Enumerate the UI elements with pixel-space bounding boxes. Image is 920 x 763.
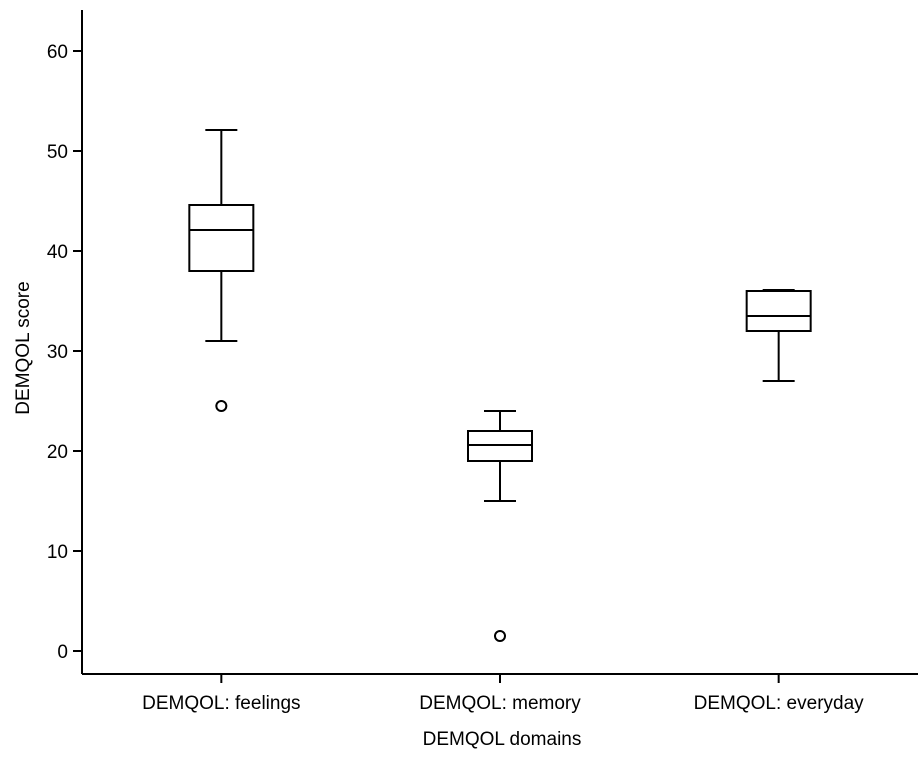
outlier-point xyxy=(494,630,506,642)
box-group xyxy=(188,129,255,412)
box-group xyxy=(467,410,533,642)
x-tick-label: DEMQOL: everyday xyxy=(694,693,864,714)
y-tick-label: 60 xyxy=(47,42,68,63)
iqr-box xyxy=(745,290,812,332)
boxes xyxy=(188,129,812,642)
y-axis-title: DEMQOL score xyxy=(13,281,34,414)
y-tick-label: 0 xyxy=(57,642,68,663)
box-group xyxy=(745,289,812,382)
x-tick-label: DEMQOL: feelings xyxy=(142,693,300,714)
x-axis-title: DEMQOL domains xyxy=(423,729,582,750)
y-tick-label: 20 xyxy=(47,442,68,463)
y-tick-label: 40 xyxy=(47,242,68,263)
y-tick-label: 10 xyxy=(47,542,68,563)
y-tick-label: 30 xyxy=(47,342,68,363)
axes: 0 10 20 30 40 50 60 DEMQOL: feelings DEMQOL: mem… xyxy=(47,10,918,714)
x-tick-label: DEMQOL: memory xyxy=(419,693,581,714)
y-tick-label: 50 xyxy=(47,142,68,163)
outlier-point xyxy=(215,400,228,412)
iqr-box xyxy=(188,204,255,272)
